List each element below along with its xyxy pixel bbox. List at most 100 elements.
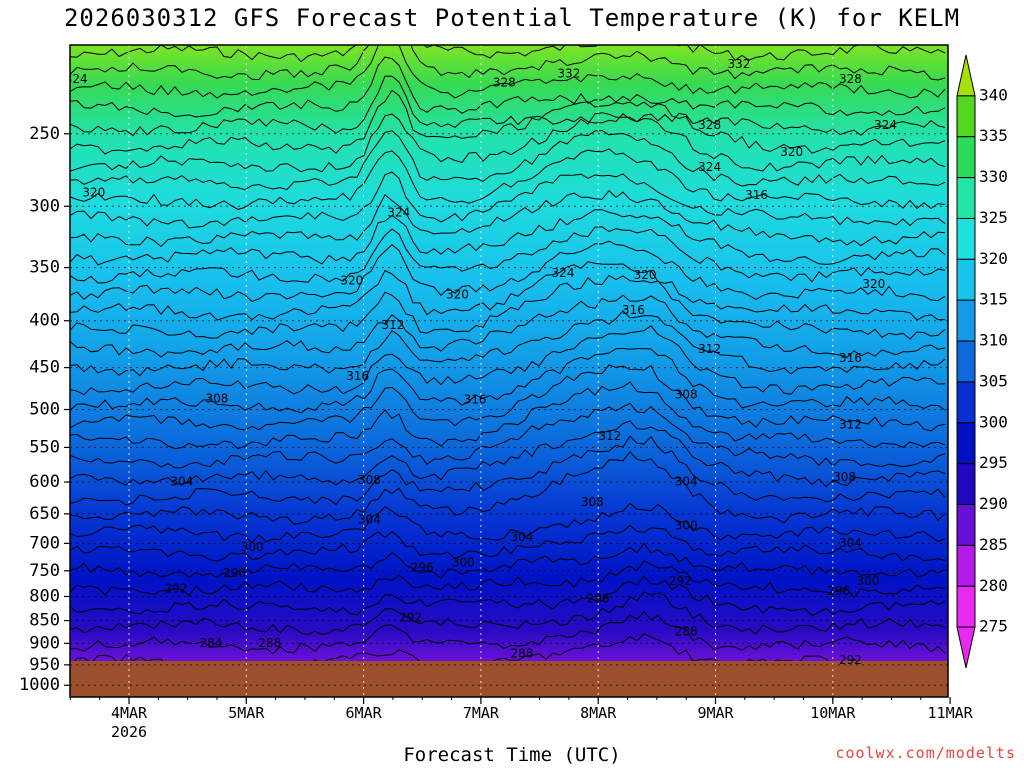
- contour-label: 300: [675, 518, 698, 532]
- isentrope-line: [70, 171, 946, 229]
- y-tick-label: 350: [29, 258, 60, 278]
- colorbar-segment: [956, 136, 976, 179]
- x-tick-label: 9MAR: [697, 704, 734, 722]
- colorbar-label: 310: [979, 331, 1008, 350]
- contour-label: 308: [833, 470, 856, 484]
- colorbar-label: 275: [979, 617, 1008, 636]
- contour-label: 304: [170, 475, 193, 489]
- isentrope-line: [70, 240, 946, 303]
- contour-label: 320: [634, 268, 657, 282]
- isentrope-line: [70, 610, 946, 655]
- colorbar-label: 305: [979, 371, 1008, 390]
- y-tick-label: 650: [29, 504, 60, 524]
- contour-label: 288: [675, 625, 698, 639]
- isentrope-line: [70, 542, 946, 580]
- colorbar-segment: [956, 504, 976, 546]
- colorbar-label: 335: [979, 126, 1008, 145]
- colorbar-label: 280: [979, 576, 1008, 595]
- contour-label: 308: [358, 473, 381, 487]
- contour-label: 320: [862, 277, 885, 291]
- contour-label: 316: [622, 303, 645, 317]
- contour-label: 300: [452, 555, 475, 569]
- y-tick-label: 600: [29, 472, 60, 492]
- colorbar-label: 325: [979, 208, 1008, 227]
- x-tick-label: 8MAR: [580, 704, 617, 722]
- contour-label: 312: [598, 429, 621, 443]
- x-tick-label: 7MAR: [463, 704, 500, 722]
- colorbar-label: 290: [979, 494, 1008, 513]
- isentrope-line: [70, 209, 946, 266]
- contour-label: 292: [839, 653, 862, 667]
- colorbar-segment: [956, 585, 976, 628]
- contour-label: 312: [381, 318, 404, 332]
- isentrope-line: [70, 435, 946, 506]
- contour-label: 292: [669, 574, 692, 588]
- axes: 2503003504004505005506006507007508008509…: [19, 44, 974, 741]
- y-tick-label: 550: [29, 437, 60, 457]
- contour-label: 324: [874, 118, 897, 132]
- isentrope-line: [70, 45, 946, 81]
- y-tick-label: 300: [29, 196, 60, 216]
- contour-label: 312: [0, 266, 6, 280]
- colorbar-segment: [956, 422, 976, 465]
- isentrope-line: [70, 274, 946, 340]
- isentrope-line: [70, 381, 946, 450]
- contour-label: 312: [839, 418, 862, 432]
- isentrope-line: [70, 75, 946, 137]
- contour-label: 320: [780, 145, 803, 159]
- colorbar-segment: [956, 544, 976, 587]
- y-tick-label: 700: [29, 533, 60, 553]
- x-tick-label: 5MAR: [228, 704, 265, 722]
- isentrope-line: [70, 524, 946, 562]
- y-tick-label: 900: [29, 633, 60, 653]
- credit-link[interactable]: coolwx.com/modelts: [835, 744, 1016, 762]
- contour-label: 324: [552, 266, 575, 280]
- y-tick-label: 950: [29, 655, 60, 675]
- isentrope-line: [70, 148, 946, 210]
- contour-label: 304: [675, 475, 698, 489]
- isentrope-line: [70, 347, 946, 414]
- contour-label: 304: [358, 512, 381, 526]
- y-tick-label: 750: [29, 561, 60, 581]
- contour-label: 316: [464, 392, 487, 406]
- x-tick-label: 4MAR: [111, 704, 148, 722]
- colorbar-label: 320: [979, 249, 1008, 268]
- contour-label: 284: [200, 636, 223, 650]
- colorbar-top-arrow: [956, 54, 976, 97]
- contour-label: 304: [511, 530, 534, 544]
- colorbar-label: 315: [979, 290, 1008, 309]
- contour-label: 328: [839, 72, 862, 86]
- contour-label: 312: [698, 342, 721, 356]
- isentrope-line: [70, 261, 946, 321]
- chart-title: 2026030312 GFS Forecast Potential Temper…: [63, 4, 961, 32]
- colorbar-label: 330: [979, 167, 1008, 186]
- isentrope-line: [70, 294, 946, 358]
- x-tick-label: 10MAR: [810, 704, 856, 722]
- isentrope-line: [70, 591, 946, 636]
- plot-frame: [69, 44, 949, 698]
- x-tick-label: 6MAR: [346, 704, 383, 722]
- colorbar-label: 300: [979, 412, 1008, 431]
- contour-label: 308: [206, 392, 229, 406]
- colorbar-bottom-arrow: [956, 626, 976, 669]
- contour-label: 320: [340, 274, 363, 288]
- y-tick-label: 250: [29, 124, 60, 144]
- contour-label: 324: [387, 205, 410, 219]
- contour-label: 316: [745, 188, 768, 202]
- contour-label: 288: [511, 647, 534, 661]
- contour-label: 296: [587, 591, 610, 605]
- y-tick-label: 400: [29, 311, 60, 331]
- isentrope-line: [70, 364, 946, 432]
- contour-label: 328: [698, 118, 721, 132]
- isentrope-line: [70, 451, 946, 525]
- isentrope-line: [70, 560, 946, 599]
- colorbar-segment: [956, 217, 976, 260]
- heatmap-field: 324 328 332 332 328 320 328 324 320 324 320 316 324 3…: [0, 45, 948, 697]
- contour-label: 300: [241, 540, 264, 554]
- colorbar-label: 295: [979, 453, 1008, 472]
- heatmap-fill: [70, 45, 948, 697]
- y-tick-label: 850: [29, 611, 60, 631]
- contour-label: 316: [346, 369, 369, 383]
- contour-label: 296: [223, 566, 246, 580]
